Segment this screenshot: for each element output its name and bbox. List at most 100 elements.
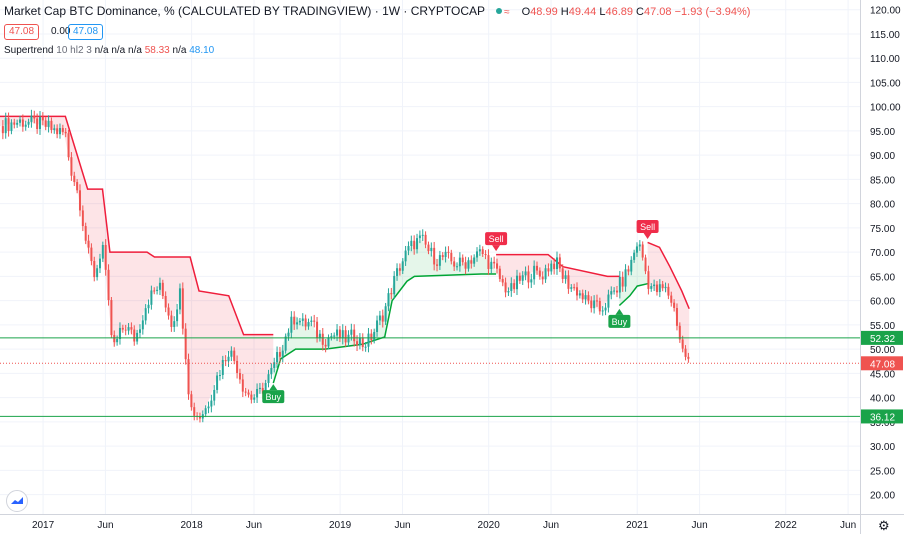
candle-body xyxy=(521,275,524,281)
signal-arrow xyxy=(492,245,501,252)
candle-body xyxy=(116,339,119,343)
signal-label: Buy xyxy=(266,392,282,402)
price-tag-0-text: 52.32 xyxy=(870,334,895,345)
candle-body xyxy=(156,289,159,291)
wave-icon[interactable]: ≈ xyxy=(504,7,510,18)
candle-body xyxy=(276,352,279,363)
candle-body xyxy=(110,300,113,336)
candle-body xyxy=(458,257,461,267)
signal-buy-2: Buy xyxy=(608,308,631,328)
candle-body xyxy=(461,257,464,263)
candle-body xyxy=(27,121,30,125)
open-value: 48.99 xyxy=(530,6,558,18)
y-tick-label: 70.00 xyxy=(870,248,895,259)
candle-body xyxy=(81,210,84,227)
candle-body xyxy=(544,268,547,280)
candle-body xyxy=(44,120,47,127)
candle-body xyxy=(650,286,653,289)
candle-body xyxy=(638,244,641,247)
signal-box xyxy=(485,232,508,246)
x-tick-label: 2021 xyxy=(626,520,649,531)
indicator-value-3: n/a xyxy=(128,45,142,56)
supertrend-legend[interactable]: Supertrend 10 hl2 3 n/a n/a n/a 58.33 n/… xyxy=(4,45,214,56)
candle-body xyxy=(10,122,13,131)
last-price-tag-bg xyxy=(861,356,903,371)
candle-body xyxy=(327,337,330,347)
candle-body xyxy=(478,249,481,252)
candle-body xyxy=(573,287,576,289)
candle-body xyxy=(153,290,156,292)
candle-body xyxy=(653,284,656,287)
candle-body xyxy=(350,329,353,335)
price-tag-0-bg xyxy=(861,330,903,345)
candle-body xyxy=(273,362,276,368)
price-tag-1: 36.12 xyxy=(861,409,903,424)
gear-icon[interactable]: ⚙ xyxy=(878,518,890,533)
candle-body xyxy=(367,333,370,347)
candle-body xyxy=(615,290,618,293)
candle-body xyxy=(210,400,213,407)
price-pill-blue[interactable]: 47.08 xyxy=(68,24,104,40)
low-value: 46.89 xyxy=(605,6,633,18)
candle-body xyxy=(538,270,541,277)
candle-body xyxy=(78,190,81,211)
candle-body xyxy=(304,318,307,327)
price-tag-1-bg xyxy=(861,409,903,424)
candle-body xyxy=(550,263,553,272)
candle-body xyxy=(250,394,253,400)
candle-body xyxy=(30,115,33,122)
x-tick-label: Jun xyxy=(246,520,262,531)
y-tick-label: 85.00 xyxy=(870,175,895,186)
candle-body xyxy=(278,352,281,357)
candle-body xyxy=(673,302,676,308)
x-tick-label: 2017 xyxy=(32,520,55,531)
candle-body xyxy=(281,350,284,357)
y-tick-label: 40.00 xyxy=(870,394,895,405)
symbol-title[interactable]: Market Cap BTC Dominance, % (CALCULATED … xyxy=(4,4,485,18)
candle-body xyxy=(381,315,384,322)
candle-body xyxy=(621,276,624,287)
price-tag-0: 52.32 xyxy=(861,330,903,345)
candle-body xyxy=(344,330,347,343)
candle-body xyxy=(501,278,504,283)
candle-body xyxy=(613,290,616,292)
candle-body xyxy=(236,360,239,374)
price-pill-red[interactable]: 47.08 xyxy=(4,24,40,40)
candle-body xyxy=(421,234,424,236)
candle-body xyxy=(567,275,570,289)
candle-body xyxy=(447,251,450,253)
signal-label: Sell xyxy=(640,222,655,232)
y-tick-label: 120.00 xyxy=(870,6,901,17)
candle-body xyxy=(56,128,59,135)
candle-body xyxy=(578,293,581,296)
y-tick-label: 90.00 xyxy=(870,151,895,162)
indicator-name: Supertrend xyxy=(4,45,54,56)
candle-body xyxy=(387,293,390,307)
candle-body xyxy=(244,391,247,393)
candle-body xyxy=(610,291,613,295)
candle-body xyxy=(524,271,527,276)
indicator-value-6: 48.10 xyxy=(189,45,215,56)
candle-body xyxy=(490,261,493,269)
candle-body xyxy=(635,246,638,253)
candle-body xyxy=(424,234,427,245)
candle-body xyxy=(658,284,661,293)
candle-body xyxy=(67,133,70,158)
candle-body xyxy=(107,269,110,301)
candle-body xyxy=(593,300,596,309)
candle-body xyxy=(181,288,184,329)
candle-body xyxy=(336,329,339,336)
candle-body xyxy=(487,255,490,269)
candle-body xyxy=(587,295,590,301)
y-tick-label: 80.00 xyxy=(870,200,895,211)
y-tick-label: 105.00 xyxy=(870,78,901,89)
candle-body xyxy=(441,255,444,258)
candle-body xyxy=(227,356,230,362)
candle-body xyxy=(644,257,647,272)
candle-body xyxy=(87,240,90,248)
tradingview-logo-icon[interactable] xyxy=(6,490,28,512)
y-tick-label: 45.00 xyxy=(870,369,895,380)
candle-body xyxy=(213,389,216,401)
candle-body xyxy=(47,120,50,127)
